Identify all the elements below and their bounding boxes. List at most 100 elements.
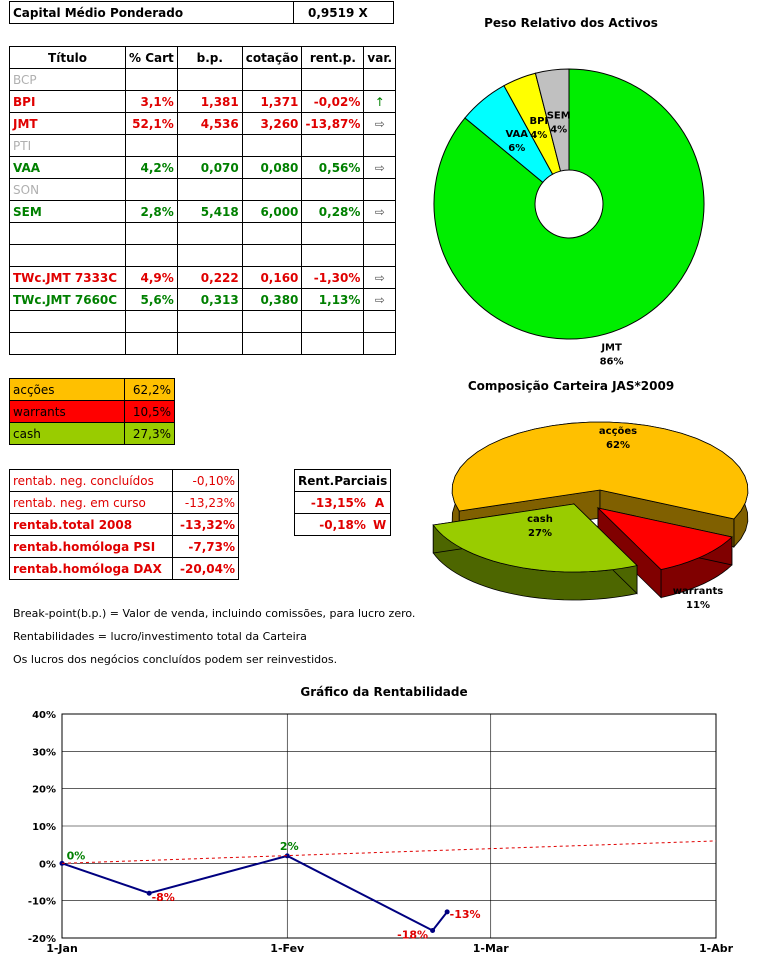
break-point: 0,070 [176, 156, 243, 179]
table-row: BPI 3,1% 1,381 1,371 -0,02% ↑ [9, 90, 397, 113]
pie3d-label: cash [527, 514, 553, 525]
portfolio-weight [125, 68, 178, 91]
y-tick-label: -10% [28, 897, 56, 908]
point-label: -8% [152, 891, 175, 904]
arrow-right-icon [363, 244, 397, 267]
quote [241, 222, 303, 245]
return-value: -20,04% [172, 557, 239, 580]
partial-return [301, 310, 365, 333]
y-tick-label: -20% [28, 934, 56, 945]
doughnut-value-label: 6% [508, 143, 525, 154]
partial-return [301, 244, 365, 267]
composition-value: 10,5% [124, 400, 175, 423]
return-label: rentab. neg. em curso [9, 491, 173, 514]
partial-return: -0,02% [301, 90, 365, 113]
break-point [176, 134, 243, 157]
security-name: SEM [9, 200, 126, 223]
portfolio-table-header: Título% Cart b.p. cotação rent.p. var. [9, 46, 397, 69]
column-header: rent.p. [301, 46, 365, 69]
security-name [9, 310, 126, 333]
partial-return [301, 178, 365, 201]
doughnut-title: Peso Relativo dos Activos [484, 16, 658, 30]
quote [241, 68, 303, 91]
x-tick-label: 1-Mar [473, 942, 510, 955]
doughnut-slice [433, 68, 705, 340]
security-name: TWc.JMT 7333C [9, 266, 126, 289]
portfolio-weight [125, 332, 178, 355]
y-tick-label: 30% [32, 747, 56, 758]
break-point: 4,536 [176, 112, 243, 135]
arrow-right-icon: ⇨ [363, 288, 397, 311]
arrow-right-icon [363, 178, 397, 201]
return-value: -13,32% [172, 513, 239, 536]
portfolio-weight: 5,6% [125, 288, 178, 311]
quote: 0,160 [241, 266, 303, 289]
security-name: SON [9, 178, 126, 201]
column-header: cotação [241, 46, 303, 69]
partial-return [301, 134, 365, 157]
portfolio-weight [125, 244, 178, 267]
portfolio-weight: 4,2% [125, 156, 178, 179]
doughnut-label: BPI [529, 116, 548, 127]
break-point [176, 244, 243, 267]
trend-line [61, 840, 717, 864]
portfolio-weight: 2,8% [125, 200, 178, 223]
return-value: -7,73% [172, 535, 239, 558]
column-header: var. [363, 46, 397, 69]
doughnut-chart: Peso Relativo dos Activos JMT 86% VAA 6% BPI… [433, 16, 705, 367]
arrow-right-icon [363, 310, 397, 333]
composition-label: warrants [9, 400, 125, 423]
portfolio-weight: 4,9% [125, 266, 178, 289]
column-header: % Cart [125, 46, 178, 69]
arrow-right-icon [363, 332, 397, 355]
partial-return: -13,87% [301, 112, 365, 135]
data-point [430, 928, 436, 934]
security-name: BPI [9, 90, 126, 113]
note-returns: Rentabilidades = lucro/investimento tota… [13, 630, 307, 643]
note-profits: Os lucros dos negócios concluídos podem … [13, 653, 338, 666]
pie3d-slice [451, 421, 749, 520]
partial-return: 0,28% [301, 200, 365, 223]
quote: 1,371 [241, 90, 303, 113]
x-tick-label: 1-Abr [699, 942, 734, 955]
y-tick-label: 40% [32, 710, 56, 721]
break-point [176, 222, 243, 245]
composition-table: acções 62,2% warrants 10,5% cash 27,3% [9, 378, 175, 445]
table-row [9, 222, 397, 245]
arrow-right-icon: ⇨ [363, 156, 397, 179]
security-name [9, 222, 126, 245]
point-label: 2% [280, 840, 299, 853]
doughnut-value-label: 4% [530, 130, 547, 141]
security-name: PTI [9, 134, 126, 157]
table-row: PTI [9, 134, 397, 157]
line-chart-title: Gráfico da Rentabilidade [300, 685, 467, 699]
point-label: 0% [67, 849, 86, 862]
security-name: VAA [9, 156, 126, 179]
table-row [9, 310, 397, 333]
break-point: 1,381 [176, 90, 243, 113]
portfolio-weight [125, 310, 178, 333]
return-label: rentab.homóloga PSI [9, 535, 173, 558]
portfolio-table: Título% Cart b.p. cotação rent.p. var. BCP BP… [9, 46, 397, 355]
composition-label: cash [9, 422, 125, 445]
arrow-right-icon [363, 134, 397, 157]
break-point: 0,222 [176, 266, 243, 289]
partial-return: -1,30% [301, 266, 365, 289]
quote [241, 310, 303, 333]
table-row: TWc.JMT 7660C 5,6% 0,313 0,380 1,13% ⇨ [9, 288, 397, 311]
y-tick-label: 10% [32, 822, 56, 833]
table-row: SON [9, 178, 397, 201]
partial-return [301, 68, 365, 91]
partial-return [301, 332, 365, 355]
portfolio-weight [125, 134, 178, 157]
pie3d-value-label: 27% [528, 528, 552, 539]
security-name: BCP [9, 68, 126, 91]
return-row: rentab. neg. concluídos -0,10% [9, 469, 239, 492]
data-point [444, 909, 450, 915]
quote [241, 178, 303, 201]
pie3d-value-label: 62% [606, 440, 630, 451]
arrow-up-icon: ↑ [363, 90, 397, 113]
point-label: -13% [450, 908, 481, 921]
quote: 3,260 [241, 112, 303, 135]
doughnut-value-label: 4% [550, 125, 567, 136]
